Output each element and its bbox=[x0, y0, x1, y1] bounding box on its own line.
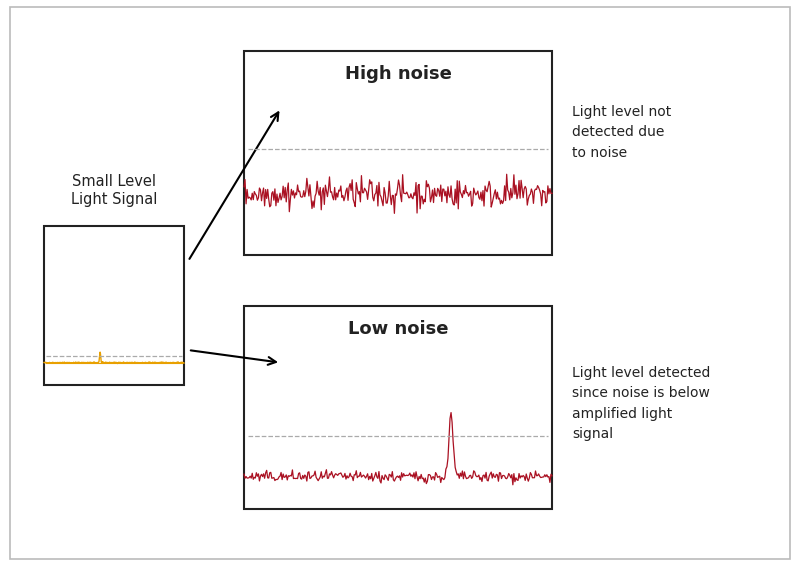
Bar bbox=[44, 226, 184, 385]
Bar bbox=[244, 306, 552, 509]
Text: Light level not
detected due
to noise: Light level not detected due to noise bbox=[572, 105, 671, 160]
Text: Light level detected
since noise is below
amplified light
signal: Light level detected since noise is belo… bbox=[572, 366, 710, 441]
Text: Low noise: Low noise bbox=[348, 320, 448, 338]
Text: Small Level
Light Signal: Small Level Light Signal bbox=[71, 174, 157, 207]
Text: High noise: High noise bbox=[345, 65, 451, 83]
Bar bbox=[244, 51, 552, 255]
